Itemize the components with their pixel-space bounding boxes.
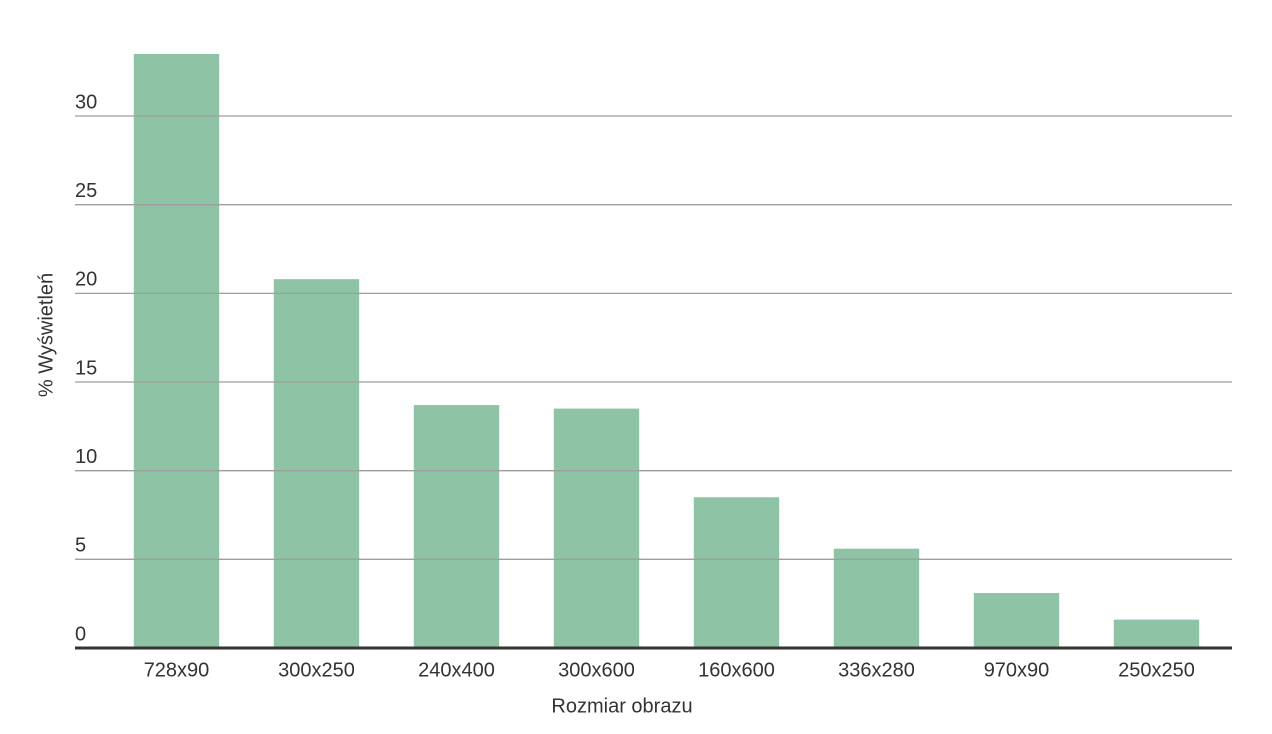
bar bbox=[833, 548, 920, 648]
y-tick-label: 25 bbox=[75, 180, 97, 202]
y-tick-label: 30 bbox=[75, 91, 97, 113]
bar bbox=[273, 279, 360, 648]
bar bbox=[553, 408, 640, 648]
x-tick-label: 160x600 bbox=[698, 659, 775, 681]
y-tick-label: 15 bbox=[75, 357, 97, 379]
bar bbox=[133, 53, 220, 648]
x-axis-title: Rozmiar obrazu bbox=[551, 695, 692, 717]
y-tick-label: 0 bbox=[75, 623, 86, 645]
x-tick-label: 728x90 bbox=[144, 659, 210, 681]
y-tick-label: 5 bbox=[75, 535, 86, 557]
x-tick-label: 300x250 bbox=[278, 659, 355, 681]
x-tick-label: 240x400 bbox=[418, 659, 495, 681]
x-tick-label: 300x600 bbox=[558, 659, 635, 681]
y-axis-title: % Wyświetleń bbox=[35, 273, 57, 397]
bar bbox=[413, 405, 500, 648]
bar bbox=[973, 593, 1060, 648]
bar bbox=[1113, 619, 1200, 648]
bar bbox=[693, 497, 780, 648]
x-tick-label: 250x250 bbox=[1118, 659, 1195, 681]
y-tick-label: 10 bbox=[75, 446, 97, 468]
x-tick-label: 336x280 bbox=[838, 659, 915, 681]
y-tick-label: 20 bbox=[75, 269, 97, 291]
x-tick-label: 970x90 bbox=[984, 659, 1050, 681]
